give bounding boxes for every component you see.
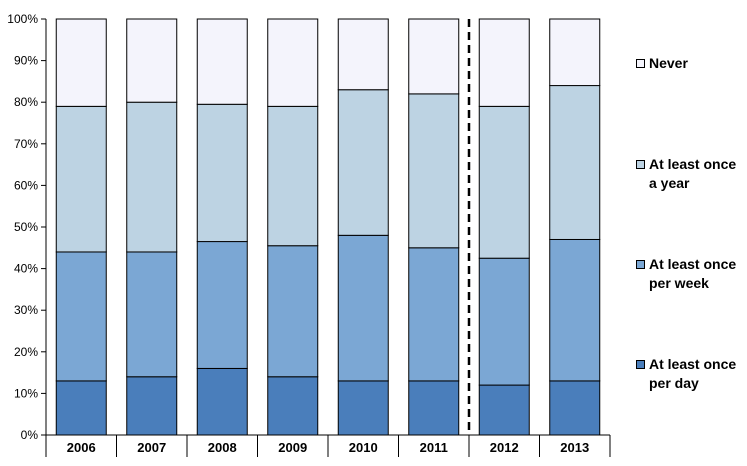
bar-segment (267, 18, 319, 107)
bar-segment (196, 18, 248, 105)
bar-segment (196, 367, 248, 436)
x-tick-label: 2009 (278, 440, 307, 455)
bar-segment (55, 380, 107, 436)
y-tick-label: 50% (14, 220, 38, 234)
stacked-bar-chart: 0% 10% 20% 30% 40% 50% 60% 70% 80% 90% 100% 2006 200… (7, 12, 611, 457)
legend-swatch-once-per-day (636, 360, 645, 369)
x-tick-label: 2006 (67, 440, 96, 455)
bar-segment (337, 89, 389, 236)
bar-segment (549, 18, 601, 87)
legend-swatch-never (636, 59, 645, 68)
bar-segment (55, 251, 107, 382)
bar-segment (478, 257, 530, 386)
x-tick-label: 2011 (420, 440, 448, 455)
y-tick-label: 20% (14, 345, 38, 359)
x-tick-label: 2010 (349, 440, 378, 455)
bar-segment (337, 18, 389, 91)
legend-label-never: Never (649, 55, 688, 71)
y-tick-label: 40% (14, 262, 38, 276)
x-tick-label: 2007 (137, 440, 166, 455)
y-tick-label: 80% (14, 95, 38, 109)
bar-segment (126, 18, 178, 103)
legend: Never At least once a year At least once… (636, 0, 747, 466)
bar-segment (337, 380, 389, 436)
bar-segment (126, 251, 178, 378)
x-tick-label: 2008 (208, 440, 237, 455)
bar-segment (126, 376, 178, 436)
legend-item-never: Never (636, 54, 745, 73)
bar-segment (408, 18, 460, 95)
bar-segment (267, 105, 319, 247)
bar-segment (478, 105, 530, 259)
legend-item-once-per-week: At least once per week (636, 255, 745, 293)
bar-segment (196, 241, 248, 369)
bar-segment (267, 376, 319, 436)
bar-segment (126, 101, 178, 253)
y-tick-label: 30% (14, 303, 38, 317)
bar-segment (549, 85, 601, 240)
legend-item-once-per-day: At least once per day (636, 355, 745, 393)
x-tick-label: 2012 (490, 440, 519, 455)
legend-label-once-a-year: At least once a year (649, 156, 737, 191)
bar-segment (196, 103, 248, 243)
bar-segment (55, 105, 107, 253)
legend-swatch-once-a-year (636, 160, 645, 169)
bar-segment (478, 384, 530, 436)
y-tick-label: 0% (21, 428, 39, 442)
legend-label-once-per-day: At least once per day (649, 356, 737, 391)
bar-segment (549, 238, 601, 382)
bar-segment (408, 247, 460, 382)
legend-label-once-per-week: At least once per week (649, 256, 737, 291)
bar-segment (408, 93, 460, 249)
bar-segment (408, 380, 460, 436)
y-tick-label: 100% (7, 12, 38, 26)
bar-segment (478, 18, 530, 107)
x-tick-label: 2013 (560, 440, 589, 455)
legend-item-once-a-year: At least once a year (636, 155, 745, 193)
y-tick-label: 10% (14, 386, 38, 400)
y-tick-label: 90% (14, 54, 38, 68)
bar-segment (267, 245, 319, 378)
legend-swatch-once-per-week (636, 260, 645, 269)
bar-segment (549, 380, 601, 436)
y-tick-label: 70% (14, 137, 38, 151)
y-tick-label: 60% (14, 178, 38, 192)
bar-segment (55, 18, 107, 107)
bar-segment (337, 234, 389, 382)
